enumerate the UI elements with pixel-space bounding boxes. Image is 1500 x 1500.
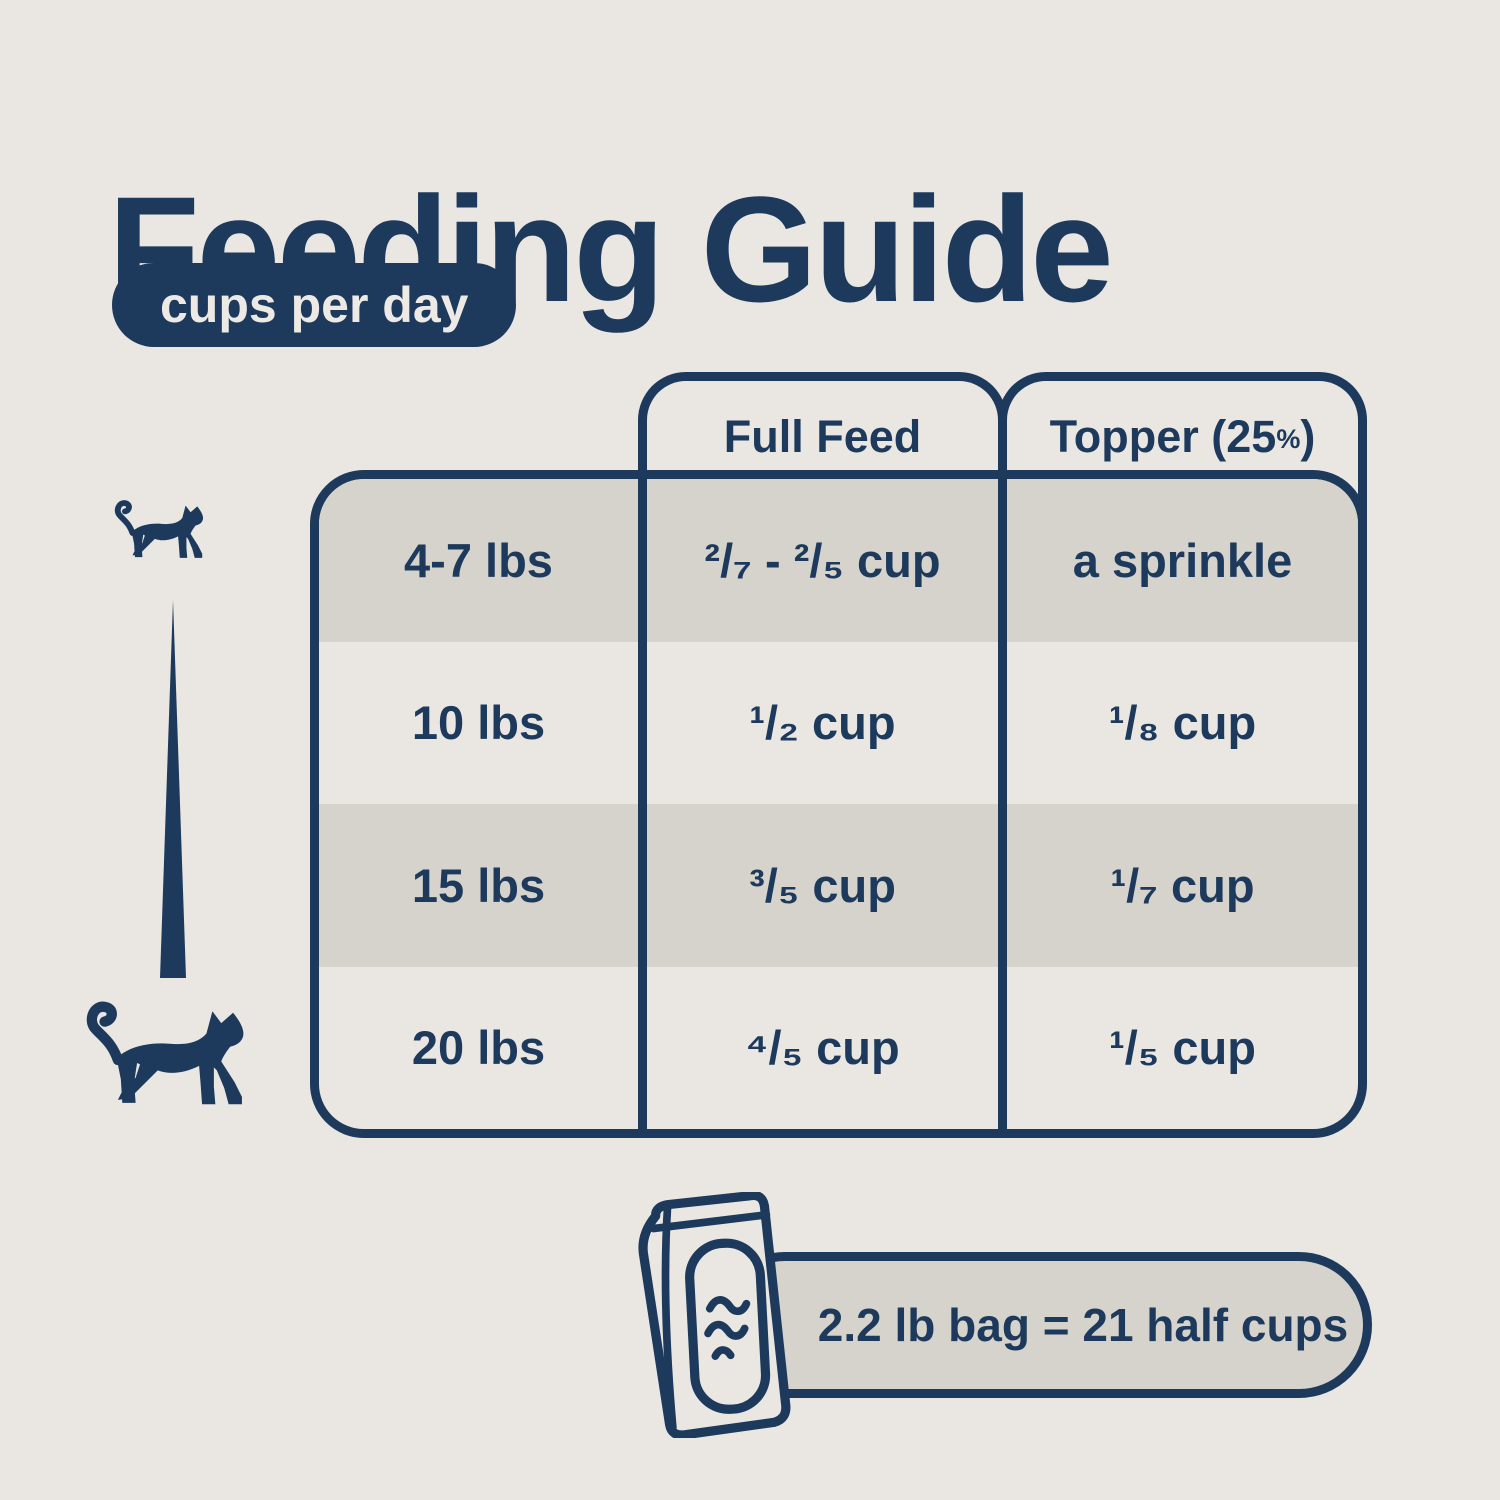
- full-feed-cell: ¹/₂ cup: [749, 696, 896, 750]
- column-divider: [998, 966, 1007, 1129]
- table-row: 4-7 lbs ²/₇ - ²/₅ cup a sprinkle: [319, 479, 1358, 642]
- feeding-guide-table: Full Feed Topper (25%) 4-7 lbs ²/₇ - ²/₅…: [310, 372, 1367, 1138]
- bag-yield-note: 2.2 lb bag = 21 half cups: [712, 1252, 1372, 1398]
- column-divider: [638, 804, 647, 967]
- topper-cell: ¹/₅ cup: [1109, 1021, 1256, 1075]
- small-cat-icon: [114, 500, 204, 558]
- weight-cell: 4-7 lbs: [404, 533, 553, 587]
- topper-percent-superscript: %: [1276, 424, 1301, 454]
- column-header-topper: Topper (25%): [998, 372, 1367, 542]
- large-cat-icon: [86, 1001, 244, 1105]
- bag-yield-text: 2.2 lb bag = 21 half cups: [817, 1299, 1349, 1351]
- full-feed-cell: ³/₅ cup: [749, 858, 896, 912]
- column-divider: [638, 966, 647, 1129]
- column-divider: [998, 479, 1007, 642]
- size-taper-icon: [160, 600, 186, 978]
- table-row: 10 lbs ¹/₂ cup ¹/₈ cup: [319, 641, 1358, 804]
- full-feed-cell: ²/₇ - ²/₅ cup: [704, 533, 941, 587]
- table-body: 4-7 lbs ²/₇ - ²/₅ cup a sprinkle 10 lbs …: [310, 470, 1367, 1138]
- topper-label-suffix: ): [1300, 411, 1316, 462]
- table-row: 15 lbs ³/₅ cup ¹/₇ cup: [319, 804, 1358, 967]
- food-bag-icon: [638, 1192, 791, 1438]
- topper-label: Topper (25%): [1050, 411, 1316, 463]
- topper-cell: a sprinkle: [1072, 533, 1293, 587]
- full-feed-cell: ⁴/₅ cup: [745, 1021, 900, 1075]
- topper-label-prefix: Topper (25: [1049, 411, 1277, 462]
- column-divider: [638, 479, 647, 642]
- table-row: 20 lbs ⁴/₅ cup ¹/₅ cup: [319, 966, 1358, 1129]
- weight-cell: 10 lbs: [411, 696, 546, 750]
- cups-per-day-label: cups per day: [160, 277, 469, 333]
- weight-cell: 15 lbs: [411, 858, 546, 912]
- column-divider: [998, 804, 1007, 967]
- cups-per-day-badge: cups per day: [112, 263, 517, 347]
- topper-cell: ¹/₈ cup: [1108, 696, 1257, 750]
- column-divider: [998, 641, 1007, 804]
- weight-cell: 20 lbs: [411, 1021, 546, 1075]
- full-feed-label: Full Feed: [723, 411, 922, 462]
- column-divider: [638, 641, 647, 804]
- topper-cell: ¹/₇ cup: [1110, 858, 1255, 912]
